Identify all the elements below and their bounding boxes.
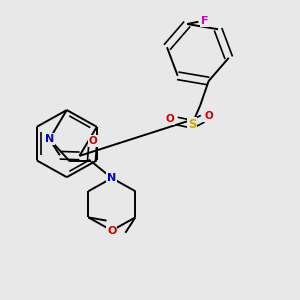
Text: O: O [165, 114, 174, 124]
Text: O: O [107, 226, 116, 236]
Text: N: N [45, 134, 54, 144]
Text: S: S [188, 118, 197, 131]
Text: N: N [107, 173, 116, 183]
Text: O: O [204, 111, 213, 121]
Text: O: O [89, 136, 98, 146]
Text: F: F [201, 16, 208, 26]
